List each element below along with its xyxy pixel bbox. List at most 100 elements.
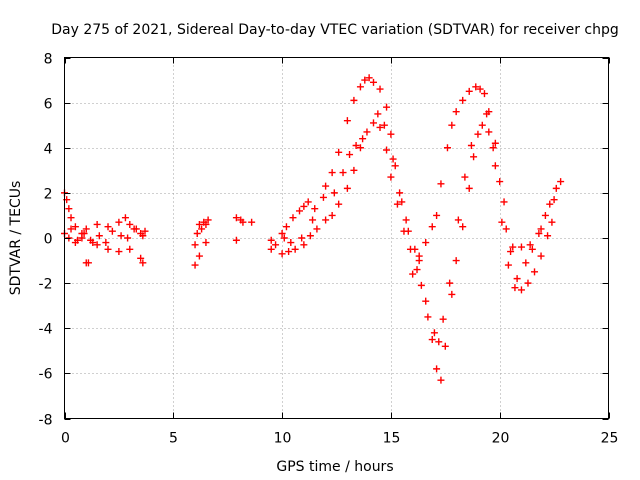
x-axis: 0 5 10 15 20 25 (61, 57, 618, 447)
data-point (513, 275, 521, 283)
series-2 (67, 110, 558, 346)
y-tick-label: 4 (44, 142, 53, 158)
data-point (537, 225, 545, 233)
data-point (237, 216, 245, 224)
data-point (526, 241, 534, 249)
data-series (61, 74, 565, 384)
data-point (544, 232, 552, 240)
data-point (398, 198, 406, 206)
data-point (433, 365, 441, 373)
data-point (448, 290, 456, 298)
data-point (478, 121, 486, 129)
data-point (350, 96, 358, 104)
data-point (433, 211, 441, 219)
data-point (411, 245, 419, 253)
data-point (363, 128, 371, 136)
data-point (387, 173, 395, 181)
data-point (272, 241, 280, 249)
data-point (396, 189, 404, 197)
data-point (387, 130, 395, 138)
series-0 (61, 74, 565, 278)
data-point (439, 315, 447, 323)
data-point (346, 151, 354, 159)
data-point (291, 245, 299, 253)
data-point (132, 225, 140, 233)
data-point (376, 123, 384, 131)
data-point (402, 216, 410, 224)
data-point (104, 223, 112, 231)
data-point (537, 252, 545, 260)
data-point (500, 198, 508, 206)
data-point (369, 119, 377, 127)
data-point (509, 243, 517, 251)
data-point (511, 284, 519, 292)
data-point (330, 189, 338, 197)
data-point (446, 279, 454, 287)
data-point (104, 245, 112, 253)
data-point (335, 148, 343, 156)
data-point (548, 218, 556, 226)
data-point (93, 241, 101, 249)
data-point (195, 220, 203, 228)
data-point (369, 78, 377, 86)
data-point (191, 261, 199, 269)
data-point (204, 216, 212, 224)
data-point (498, 218, 506, 226)
data-point (459, 96, 467, 104)
data-point (476, 85, 484, 93)
data-point (78, 234, 86, 242)
x-tick-label: 0 (61, 431, 70, 447)
data-point (115, 248, 123, 256)
data-point (298, 234, 306, 242)
data-point (322, 216, 330, 224)
data-point (448, 121, 456, 129)
data-point (454, 216, 462, 224)
data-point (124, 234, 132, 242)
data-point (517, 243, 525, 251)
data-point (472, 83, 480, 91)
y-tick-label: -8 (39, 413, 53, 429)
data-point (202, 239, 210, 247)
data-point (522, 259, 530, 267)
x-tick-label: 20 (492, 431, 510, 447)
data-point (137, 254, 145, 262)
data-point (356, 83, 364, 91)
data-point (311, 205, 319, 213)
data-point (376, 85, 384, 93)
y-tick-label: 0 (44, 232, 53, 248)
y-tick-label: 6 (44, 97, 53, 113)
data-point (496, 178, 504, 186)
data-point (278, 229, 286, 237)
data-point (67, 225, 75, 233)
data-point (328, 211, 336, 219)
data-point (424, 313, 432, 321)
data-point (343, 117, 351, 125)
data-point (485, 128, 493, 136)
data-point (470, 153, 478, 161)
data-point (202, 220, 210, 228)
data-point (108, 227, 116, 235)
grid (64, 57, 609, 419)
data-point (452, 108, 460, 116)
data-point (531, 268, 539, 276)
data-point (89, 239, 97, 247)
data-point (198, 225, 206, 233)
y-tick-label: -6 (39, 367, 53, 383)
chart-title: Day 275 of 2021, Sidereal Day-to-day VTE… (51, 22, 619, 38)
data-point (557, 178, 565, 186)
data-point (459, 223, 467, 231)
data-point (267, 245, 275, 253)
data-point (517, 286, 525, 294)
x-tick-label: 10 (274, 431, 292, 447)
data-point (102, 239, 110, 247)
data-point (287, 239, 295, 247)
data-point (285, 248, 293, 256)
data-point (306, 232, 314, 240)
data-point (389, 155, 397, 163)
data-point (296, 207, 304, 215)
data-point (309, 216, 317, 224)
data-point (304, 198, 312, 206)
y-axis: -8 -6 -4 -2 0 2 4 6 8 (39, 52, 609, 429)
data-point (528, 245, 536, 253)
